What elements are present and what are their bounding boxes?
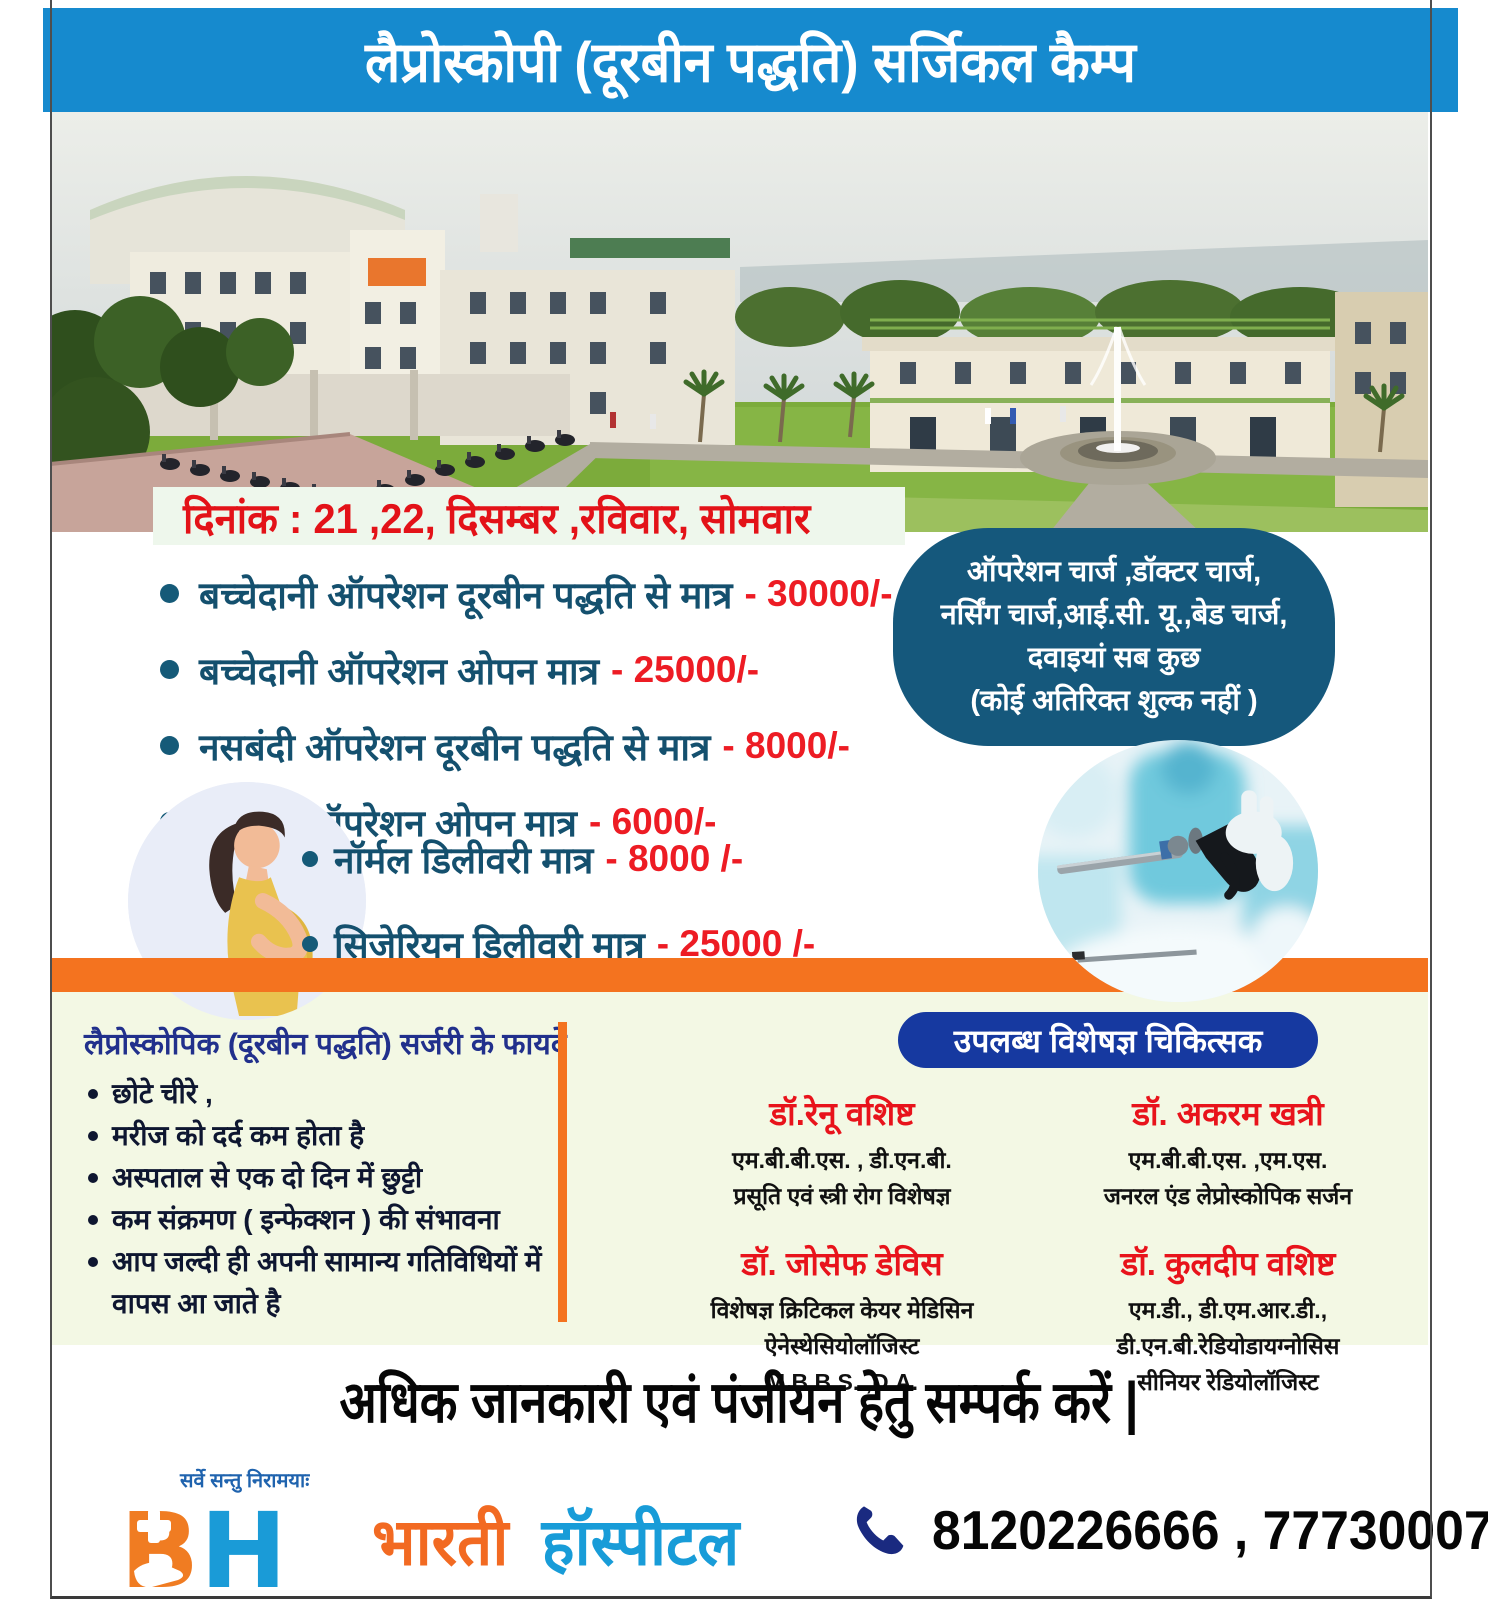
doctor-speciality: सीनियर रेडियोलॉजिस्ट (1137, 1368, 1319, 1395)
doctor-qualification: एम.डी., डी.एम.आर.डी., (1128, 1297, 1328, 1324)
doctor-name: डॉ. अकरम खत्री (1132, 1095, 1324, 1132)
benefit-item: आप जल्दी ही अपनी सामान्य गतिविधियों में … (84, 1241, 554, 1325)
benefits-section: लैप्रोस्कोपिक (दूरबीन पद्धति) सर्जरी के … (84, 1022, 567, 1325)
phone-receiver-icon (856, 1506, 904, 1555)
hospital-campus-photo (50, 112, 1428, 532)
price-value: - 8000 /- (605, 837, 744, 879)
doctor-speciality: ऐनेस्थेसियोलॉजिस्ट (764, 1332, 920, 1359)
hospital-tagline: सर्वे सन्तु निरामयाः (180, 1470, 310, 1492)
bullet-dot-icon (302, 935, 318, 952)
benefit-item: मरीज को दर्द कम होता है (84, 1115, 554, 1157)
price-label: नॉर्मल डिलीवरी मात्र (334, 840, 594, 881)
camp-date-text: दिनांक : 21 ,22, दिसम्बर ,रविवार, सोमवार (183, 495, 811, 542)
doctor-name: डॉ. जोसेफ डेविस (741, 1245, 943, 1283)
bullet-dot-icon (88, 1173, 98, 1183)
hospital-logo-block: सर्वे सन्तु निरामयाः B H (118, 1466, 328, 1600)
title-band: लैप्रोस्कोपी (दूरबीन पद्धति) सर्जिकल कैम… (43, 8, 1458, 112)
orange-vertical-divider (558, 1022, 567, 1322)
benefits-heading: लैप्रोस्कोपिक (दूरबीन पद्धति) सर्जरी के … (84, 1028, 567, 1061)
price-label: बच्चेदानी ऑपरेशन दूरबीन पद्धति से मात्र (199, 575, 733, 616)
logo-letter-h: H (200, 1495, 287, 1599)
doctor-card: डॉ. अकरम खत्री एम.बी.बी.एस. ,एम.एस. जनरल… (1041, 1090, 1415, 1214)
doctor-speciality: प्रसूति एवं स्त्री रोग विशेषज्ञ (733, 1182, 951, 1209)
doctor-name: डॉ. कुलदीप वशिष्ट (1120, 1245, 1336, 1283)
inclusions-line: नर्सिंग चार्ज,आई.सी. यू.,बेड चार्ज, (940, 599, 1288, 632)
bullet-dot-icon (160, 660, 179, 679)
delivery-price-list: नॉर्मल डिलीवरी मात्र - 8000 /- सिजेरियन … (302, 833, 815, 969)
benefit-item: अस्पताल से एक दो दिन में छुट्टी (84, 1157, 554, 1199)
price-label: बच्चेदानी ऑपरेशन ओपन मात्र (199, 651, 599, 692)
contact-call-to-action: अधिक जानकारी एवं पंजीयन हेतु सम्पर्क करे… (50, 1368, 1428, 1436)
benefit-text: छोटे चीरे , (112, 1078, 213, 1109)
bullet-dot-icon (160, 736, 179, 755)
poster-title: लैप्रोस्कोपी (दूरबीन पद्धति) सर्जिकल कैम… (365, 31, 1136, 95)
hospital-name-hospital: हॉस्पीटल (541, 1506, 740, 1579)
laparoscopy-surgery-photo (1038, 740, 1318, 1002)
specialists-heading: उपलब्ध विशेषज्ञ चिकित्सक (953, 1022, 1263, 1059)
price-label: नसबंदी ऑपरेशन दूरबीन पद्धति से मात्र (199, 727, 711, 768)
benefit-text: आप जल्दी ही अपनी सामान्य गतिविधियों में … (112, 1246, 542, 1319)
benefit-item: छोटे चीरे , (84, 1073, 554, 1115)
inclusions-line: (कोई अतिरिक्त शुल्क नहीं ) (970, 684, 1258, 717)
bullet-dot-icon (88, 1257, 98, 1267)
phone-contact: 8120226666 , 7773000720 (850, 1498, 1488, 1562)
price-value: - 6000/- (588, 800, 717, 842)
benefit-text: कम संक्रमण ( इन्फेक्शन ) की संभावना (112, 1204, 500, 1235)
bullet-dot-icon (160, 584, 179, 603)
surgery-photo-illustration (1038, 740, 1318, 1002)
inclusions-line: ऑपरेशन चार्ज ,डॉक्टर चार्ज, (966, 556, 1262, 589)
phone-numbers: 8120226666 , 7773000720 (932, 1499, 1488, 1561)
specialists-heading-pill: उपलब्ध विशेषज्ञ चिकित्सक (898, 1012, 1318, 1068)
doctor-qualification: M.B.B.S. ,D.A. (765, 1368, 919, 1395)
price-item: बच्चेदानी ऑपरेशन दूरबीन पद्धति से मात्र … (160, 568, 893, 619)
doctor-qualification: डी.एन.बी.रेडियोडायग्नोसिस (1116, 1332, 1340, 1359)
doctor-name: डॉ.रेनू वशिष्ट (769, 1095, 915, 1132)
price-value: - 8000/- (722, 724, 850, 766)
price-value: - 25000 /- (656, 922, 816, 964)
bullet-dot-icon (88, 1089, 98, 1099)
bullet-dot-icon (88, 1215, 98, 1225)
benefit-text: मरीज को दर्द कम होता है (112, 1120, 365, 1151)
bullet-dot-icon (88, 1131, 98, 1141)
price-item: नसबंदी ऑपरेशन दूरबीन पद्धति से मात्र - 8… (160, 720, 893, 771)
bullet-dot-icon (302, 850, 318, 867)
doctor-speciality: जनरल एंड लेप्रोस्कोपिक सर्जन (1103, 1182, 1353, 1209)
price-value: - 25000/- (611, 648, 760, 690)
camp-date-box: दिनांक : 21 ,22, दिसम्बर ,रविवार, सोमवार (153, 487, 905, 545)
bharti-hospital-logo: B H (120, 1490, 287, 1600)
doctor-speciality: विशेषज्ञ क्रिटिकल केयर मेडिसिन (710, 1297, 974, 1324)
doctor-qualification: एम.बी.बी.एस. , डी.एन.बी. (732, 1147, 952, 1173)
price-item: नॉर्मल डिलीवरी मात्र - 8000 /- (302, 833, 815, 884)
caring-hand-icon (134, 1562, 184, 1588)
inclusions-box: ऑपरेशन चार्ज ,डॉक्टर चार्ज, नर्सिंग चार्… (893, 528, 1335, 746)
price-value: - 30000/- (744, 572, 893, 614)
contact-text: अधिक जानकारी एवं पंजीयन हेतु सम्पर्क करे… (339, 1371, 1139, 1436)
campus-photo-illustration (50, 112, 1428, 532)
benefit-text: अस्पताल से एक दो दिन में छुट्टी (112, 1162, 423, 1193)
hospital-name: भारती हॉस्पीटल (372, 1496, 739, 1584)
doctors-grid: डॉ.रेनू वशिष्ट एम.बी.बी.एस. , डी.एन.बी. … (655, 1090, 1415, 1400)
doctor-card: डॉ. जोसेफ डेविस विशेषज्ञ क्रिटिकल केयर म… (655, 1240, 1029, 1400)
doctor-card: डॉ.रेनू वशिष्ट एम.बी.बी.एस. , डी.एन.बी. … (655, 1090, 1029, 1214)
hospital-name-bharti: भारती (372, 1506, 509, 1579)
doctor-card: डॉ. कुलदीप वशिष्ट एम.डी., डी.एम.आर.डी., … (1041, 1240, 1415, 1400)
inclusions-line: दवाइयां सब कुछ (1027, 642, 1201, 674)
price-item: बच्चेदानी ऑपरेशन ओपन मात्र - 25000/- (160, 644, 893, 695)
medical-cross-icon (137, 1509, 171, 1543)
benefit-item: कम संक्रमण ( इन्फेक्शन ) की संभावना (84, 1199, 554, 1241)
doctor-qualification: एम.बी.बी.एस. ,एम.एस. (1128, 1147, 1328, 1173)
